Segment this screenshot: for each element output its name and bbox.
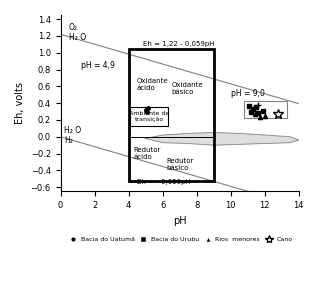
Text: H₂ O: H₂ O (69, 33, 86, 42)
Text: Eh = 1,22 - 0,059pH: Eh = 1,22 - 0,059pH (143, 41, 215, 47)
Bar (129, 49, 214, 181)
Text: Oxidante
básico: Oxidante básico (171, 82, 203, 96)
Text: H₂ O: H₂ O (64, 126, 81, 135)
Bar (130, 107, 168, 126)
Y-axis label: Eh, volts: Eh, volts (15, 82, 25, 124)
Text: Oxidante
ácido: Oxidante ácido (137, 78, 169, 91)
Text: O₂: O₂ (69, 23, 78, 32)
Text: Redutor
ácido: Redutor ácido (134, 147, 161, 160)
Polygon shape (145, 132, 299, 145)
Bar (244, 101, 287, 118)
Text: Redutor
básico: Redutor básico (166, 158, 193, 171)
Text: Ambiente de
transição: Ambiente de transição (129, 111, 169, 122)
X-axis label: pH: pH (173, 216, 186, 226)
Text: pH = 4,9: pH = 4,9 (81, 61, 115, 70)
Legend: Bacia do Uatumã, Bacia do Urubu, Rios  menores, Cano: Bacia do Uatumã, Bacia do Urubu, Rios me… (64, 234, 295, 245)
Text: pH = 9,0: pH = 9,0 (231, 89, 264, 98)
Text: Eh = - 0,059pH: Eh = - 0,059pH (137, 179, 191, 185)
Text: H₂: H₂ (64, 137, 73, 146)
